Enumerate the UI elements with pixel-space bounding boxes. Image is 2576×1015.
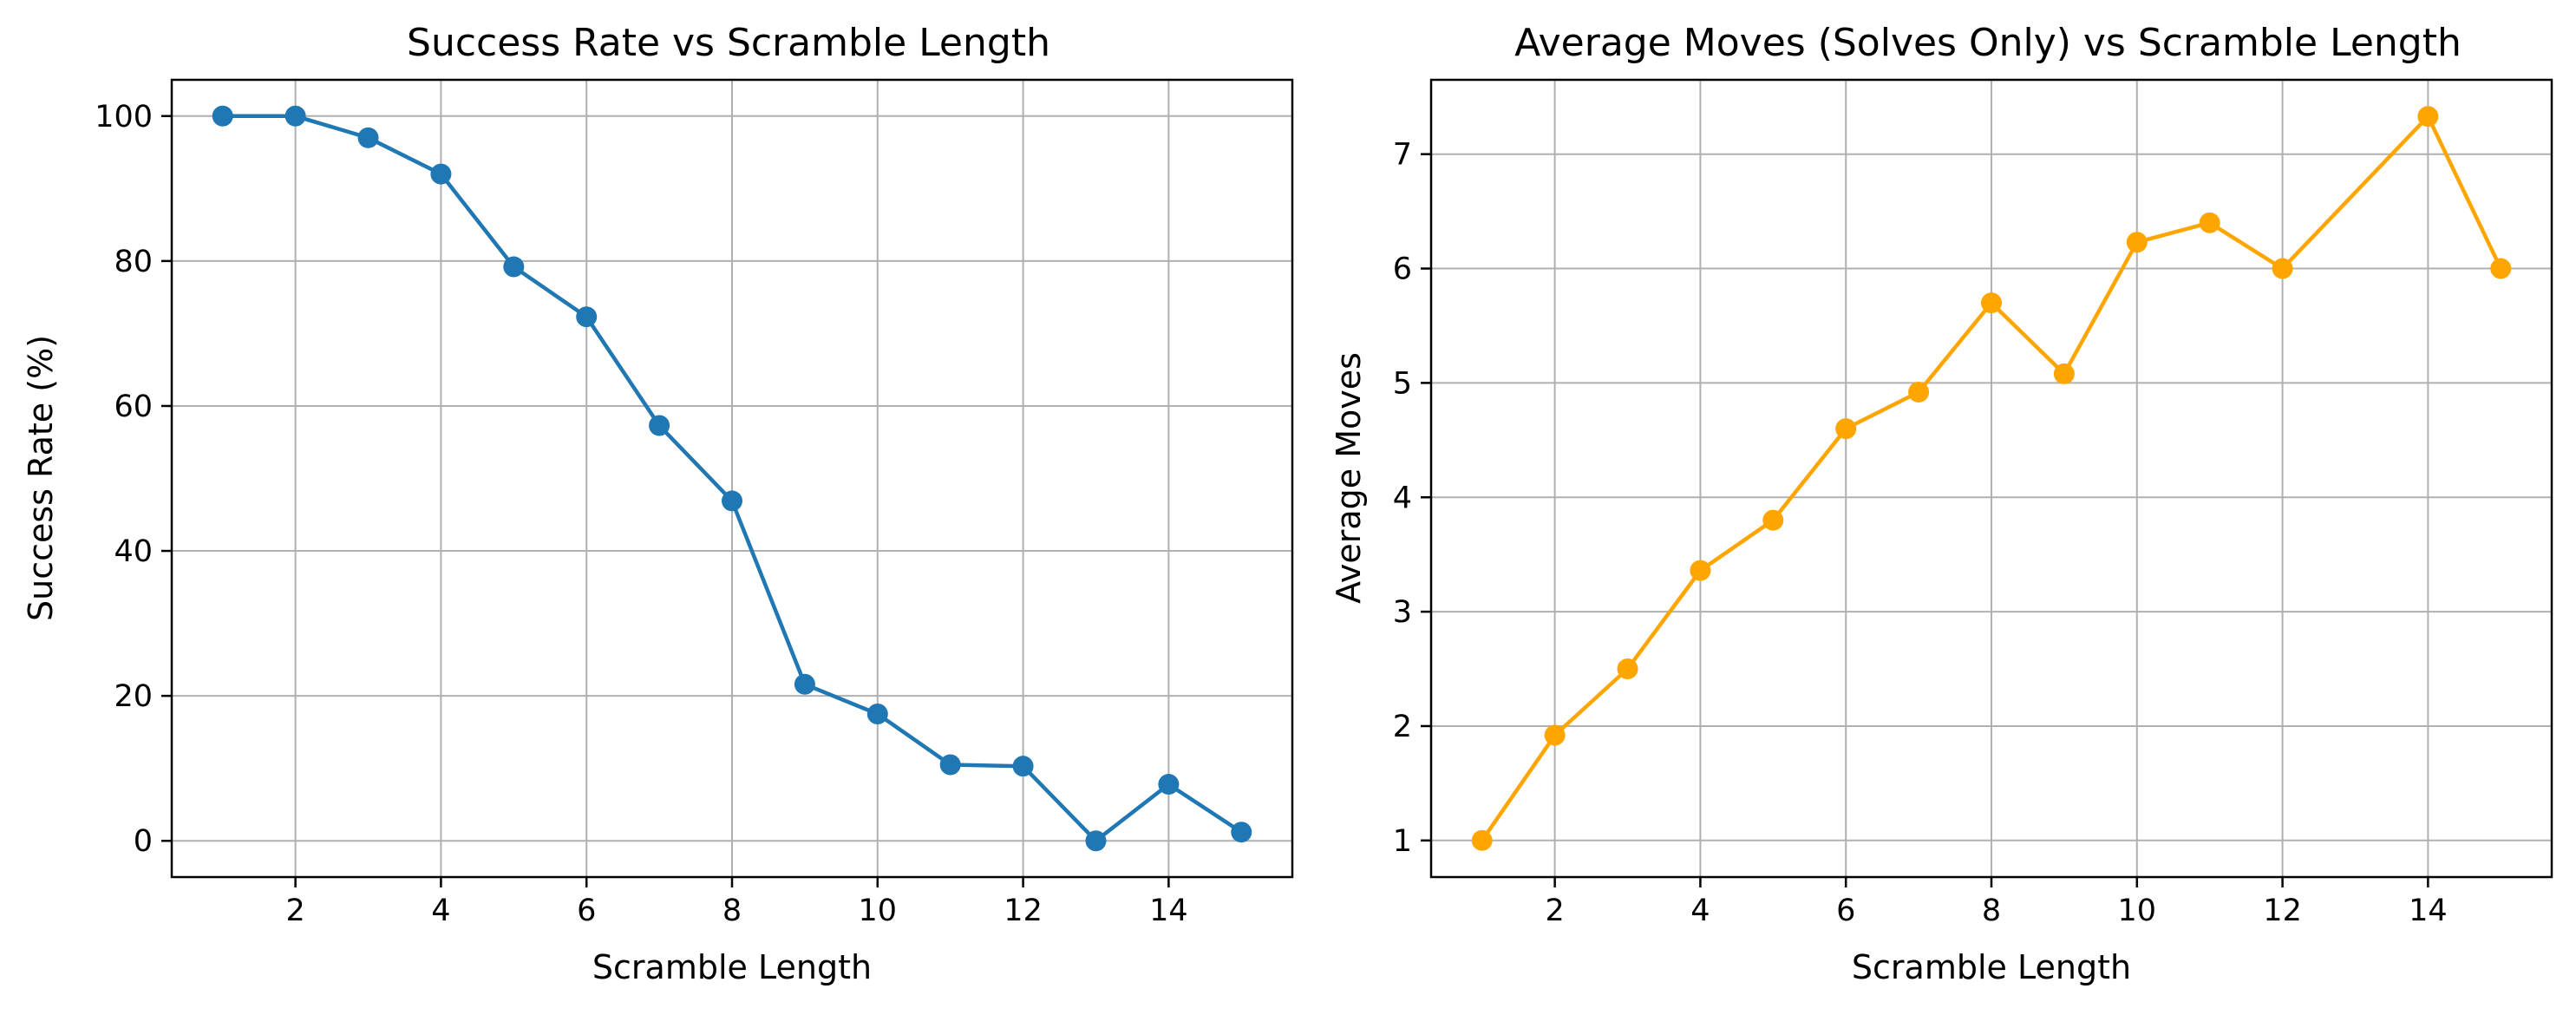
data-point [1981, 292, 2002, 314]
data-point [1908, 381, 1930, 403]
data-point [1690, 560, 1711, 581]
x-tick-label: 6 [577, 894, 596, 928]
y-tick-label: 5 [1393, 366, 1412, 401]
data-layer [1471, 106, 2512, 851]
x-tick-label: 14 [2409, 894, 2448, 928]
average-moves-chart: Average Moves (Solves Only) vs Scramble … [1330, 21, 2553, 986]
data-point [576, 306, 598, 328]
y-tick-label: 0 [134, 824, 153, 859]
data-point [2272, 258, 2293, 279]
y-tick-label: 60 [114, 390, 153, 424]
data-point [1158, 774, 1180, 796]
data-point [1762, 509, 1784, 531]
y-tick-label: 20 [114, 679, 153, 714]
y-tick-label: 100 [95, 100, 153, 134]
data-point [1085, 830, 1107, 852]
data-point [1617, 658, 1638, 680]
data-point [1544, 724, 1566, 746]
y-tick-label: 40 [114, 534, 153, 569]
ticks: 2 4 6 8 10 12 14 0 20 40 60 80 100 [95, 100, 1187, 928]
x-tick-label: 12 [1004, 894, 1043, 928]
data-point [2199, 212, 2220, 233]
data-layer [212, 105, 1252, 852]
data-point [1835, 418, 1857, 440]
x-tick-label: 4 [431, 894, 450, 928]
x-tick-label: 8 [1982, 894, 2001, 928]
y-axis-label: Success Rate (%) [22, 335, 60, 621]
x-tick-label: 12 [2263, 894, 2302, 928]
data-point [939, 754, 961, 776]
series-line [1480, 114, 2503, 842]
x-tick-label: 6 [1836, 894, 1855, 928]
y-tick-label: 4 [1393, 481, 1412, 515]
data-point [503, 256, 525, 278]
y-tick-label: 7 [1393, 138, 1412, 173]
y-tick-label: 3 [1393, 595, 1412, 630]
x-axis-label: Scramble Length [1852, 948, 2131, 986]
y-tick-label: 6 [1393, 252, 1412, 287]
x-tick-label: 10 [2118, 894, 2157, 928]
data-point [2490, 258, 2512, 279]
y-axis-label: Average Moves [1330, 352, 1368, 604]
x-tick-label: 2 [1545, 894, 1564, 928]
data-point [430, 163, 452, 185]
data-point [649, 415, 670, 436]
x-axis-label: Scramble Length [592, 948, 872, 986]
data-point [2417, 106, 2439, 128]
data-point [794, 673, 815, 695]
x-tick-label: 4 [1690, 894, 1710, 928]
data-point [212, 105, 233, 127]
gridlines [172, 80, 1292, 877]
x-tick-label: 10 [859, 894, 898, 928]
gridlines [1431, 80, 2552, 877]
data-point [284, 105, 306, 127]
chart-title: Success Rate vs Scramble Length [407, 21, 1050, 65]
y-tick-label: 80 [114, 245, 153, 279]
success-rate-chart: Success Rate vs Scramble Length 2 4 6 8 10 12… [22, 21, 1294, 986]
data-point [1471, 829, 1493, 851]
data-point [2053, 363, 2075, 384]
data-point [1231, 822, 1252, 843]
x-tick-label: 2 [285, 894, 304, 928]
x-tick-label: 14 [1149, 894, 1188, 928]
data-point [866, 704, 888, 725]
chart-title: Average Moves (Solves Only) vs Scramble … [1514, 21, 2462, 65]
data-point [722, 490, 742, 512]
data-point [357, 127, 379, 148]
data-point [1012, 756, 1034, 777]
x-tick-label: 8 [722, 894, 742, 928]
y-tick-label: 2 [1393, 710, 1412, 744]
y-tick-label: 1 [1393, 824, 1412, 859]
data-point [2126, 232, 2148, 253]
